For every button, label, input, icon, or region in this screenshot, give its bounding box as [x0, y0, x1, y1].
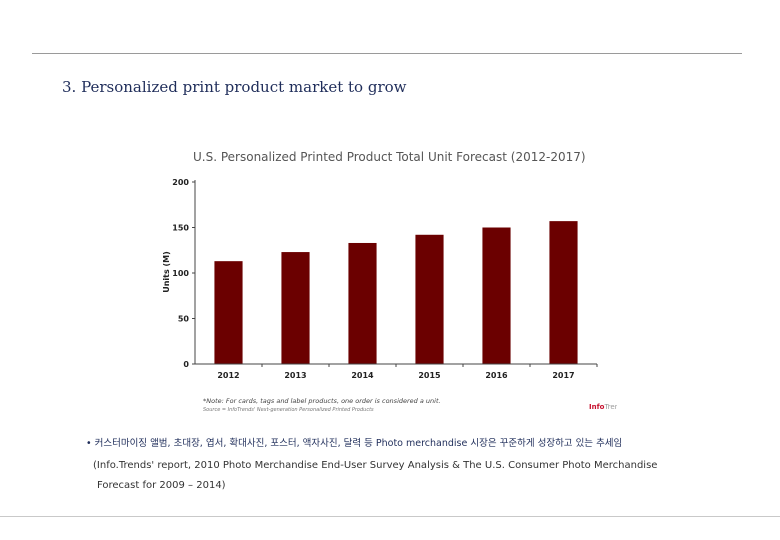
chart-note: *Note: For cards, tags and label product…	[203, 397, 441, 405]
bar-chart: U.S. Personalized Printed Product Total …	[162, 150, 617, 413]
bar-2013	[281, 252, 310, 364]
bar-2014	[348, 242, 377, 364]
bottom-divider	[0, 516, 780, 517]
summary-bullet: • 커스터마이징 앨범, 초대장, 엽서, 확대사진, 포스터, 액자사진, 달력…	[86, 435, 622, 449]
bar-2017	[549, 221, 578, 364]
summary-text: 커스터마이징 앨범, 초대장, 엽서, 확대사진, 포스터, 액자사진, 달력 …	[94, 438, 623, 449]
x-tick-label-2017: 2017	[552, 371, 574, 380]
x-tick-label-2013: 2013	[284, 371, 306, 380]
x-tick-label-2016: 2016	[485, 371, 508, 380]
reference-line-2: Forecast for 2009 – 2014)	[97, 480, 226, 491]
chart-panel: U.S. Personalized Printed Product Total …	[157, 138, 617, 420]
chart-source: Source = InfoTrends' Next-generation Per…	[203, 407, 374, 413]
infotrends-logo: InfoTrends	[589, 403, 617, 411]
y-tick-label: 200	[172, 178, 189, 187]
x-tick-label-2012: 2012	[217, 371, 239, 380]
x-tick-label-2014: 2014	[351, 371, 374, 380]
bar-2012	[214, 261, 243, 364]
bar-2016	[482, 227, 511, 364]
chart-title: U.S. Personalized Printed Product Total …	[193, 150, 586, 164]
top-divider	[32, 53, 742, 54]
y-tick-label: 150	[172, 224, 189, 233]
y-tick-label: 0	[183, 360, 189, 369]
y-tick-label: 100	[172, 269, 189, 278]
x-axis-ticks: 2012 2013 2014 2015 2016 2017	[217, 364, 598, 380]
bar-2015	[415, 234, 444, 364]
y-tick-label: 50	[178, 315, 190, 324]
reference-line-1: (Info.Trends' report, 2010 Photo Merchan…	[93, 460, 658, 471]
y-axis-ticks: 0 50 100 150 200	[172, 178, 195, 369]
x-tick-label-2015: 2015	[418, 371, 441, 380]
bar-series	[214, 221, 578, 364]
y-axis-label: Units (M)	[162, 251, 171, 293]
bullet-marker: •	[86, 438, 92, 449]
slide-title: 3. Personalized print product market to …	[62, 78, 407, 96]
